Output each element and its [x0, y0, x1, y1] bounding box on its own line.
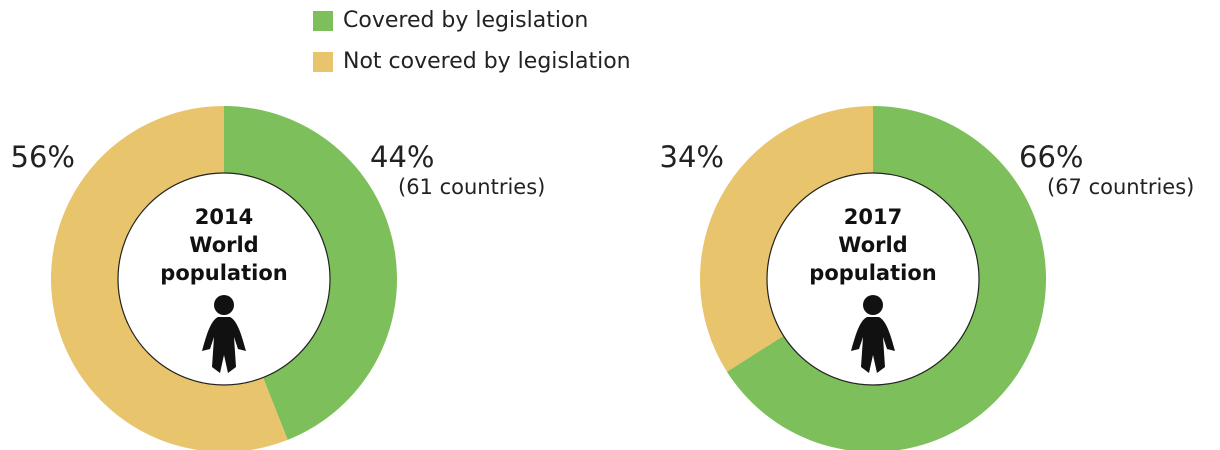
value-label: 44% [370, 140, 434, 174]
center-label: population [809, 261, 936, 285]
value-label: 56% [11, 140, 75, 174]
note: (61 countries) [398, 175, 545, 199]
donut-segment [224, 106, 397, 440]
center-label: World [189, 233, 258, 257]
donut-hole [117, 172, 331, 386]
note: (67 countries) [1047, 175, 1194, 199]
donut-segment [50, 106, 288, 450]
donut-segment [700, 106, 873, 372]
value-label: 66% [1019, 140, 1083, 174]
legend-swatch [313, 11, 333, 31]
center-label: World [838, 233, 907, 257]
center-label: 2014 [195, 205, 253, 229]
value-label: 34% [660, 140, 724, 174]
donut-segment [726, 106, 1046, 450]
legend-swatch [313, 52, 333, 72]
center-label: population [160, 261, 287, 285]
legend-label: Not covered by legislation [343, 49, 631, 74]
center-label: 2017 [844, 205, 902, 229]
donut-hole [766, 172, 980, 386]
legend-label: Covered by legislation [343, 8, 588, 33]
